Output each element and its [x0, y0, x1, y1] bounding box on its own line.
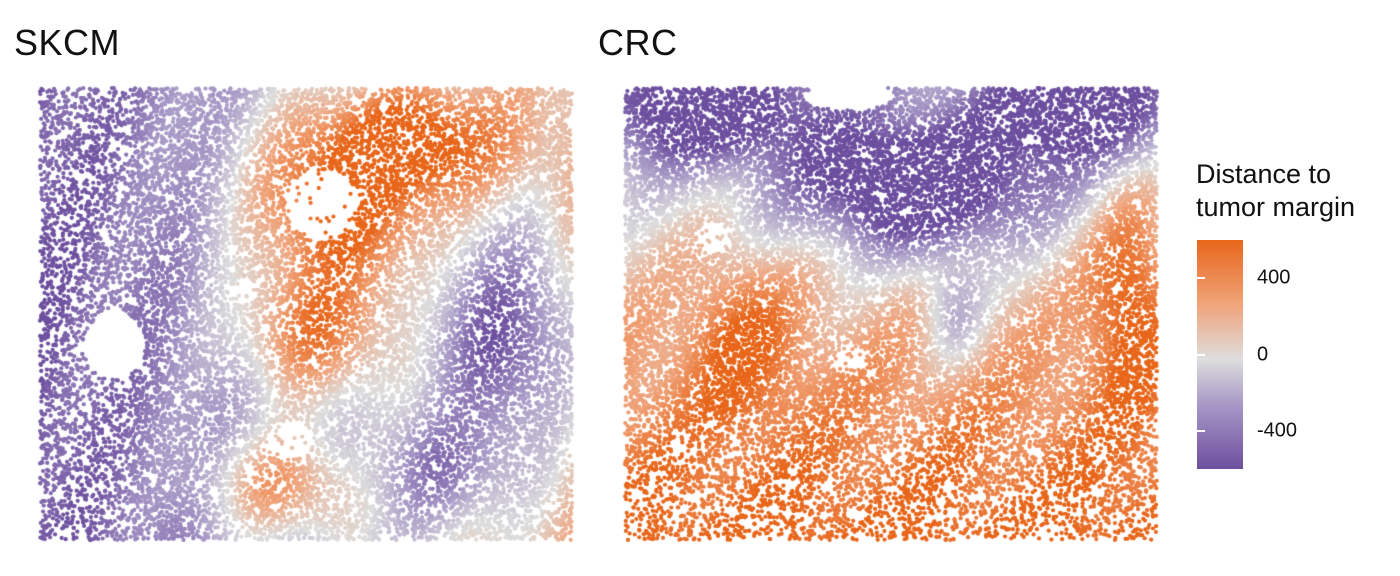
color-legend: Distance to tumor margin 400 0 -400: [1196, 158, 1396, 488]
legend-title-line2: tumor margin: [1196, 192, 1356, 222]
legend-tick-mark: [1243, 429, 1251, 432]
panel-crc: CRC: [585, 0, 1185, 576]
legend-title: Distance to tumor margin: [1196, 158, 1355, 224]
legend-tick-label: 400: [1257, 266, 1291, 289]
legend-tick-mark: [1197, 429, 1205, 432]
panel-skcm: SKCM: [0, 0, 600, 576]
scatter-plot-skcm: [36, 84, 576, 544]
legend-title-line1: Distance to: [1196, 159, 1332, 189]
legend-tick-mark: [1197, 277, 1205, 280]
legend-tick-mark: [1243, 277, 1251, 280]
panel-title-skcm: SKCM: [14, 22, 121, 63]
legend-tick-mark: [1243, 353, 1251, 356]
scatter-plot-crc: [621, 84, 1161, 544]
legend-tick-label: -400: [1257, 419, 1298, 442]
legend-tick-mark: [1197, 353, 1205, 356]
panel-title-crc: CRC: [598, 22, 678, 63]
legend-tick-label: 0: [1257, 343, 1269, 365]
